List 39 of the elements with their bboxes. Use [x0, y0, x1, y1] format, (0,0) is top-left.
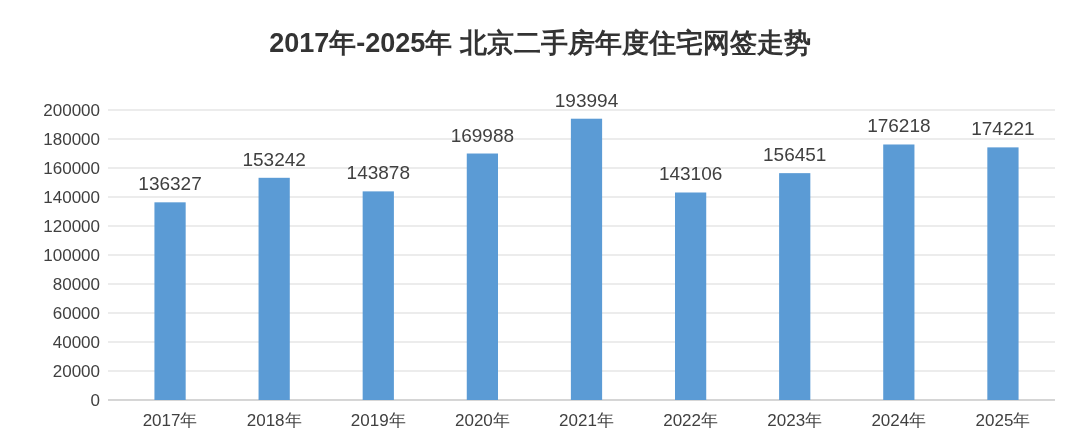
bar [987, 147, 1019, 400]
chart-title: 2017年-2025年 北京二手房年度住宅网签走势 [269, 28, 811, 58]
x-tick-label: 2018年 [246, 411, 302, 430]
data-label: 176218 [867, 115, 931, 137]
x-tick-label: 2025年 [975, 411, 1031, 430]
x-tick-label: 2021年 [559, 411, 614, 430]
data-label: 174221 [971, 118, 1035, 140]
y-tick-label: 140000 [43, 187, 100, 207]
y-tick-label: 180000 [43, 129, 100, 149]
x-tick-label: 2017年 [142, 411, 198, 430]
bar [779, 173, 811, 400]
y-tick-label: 80000 [52, 274, 100, 294]
data-label: 136327 [138, 173, 202, 195]
y-tick-label: 160000 [43, 158, 100, 178]
x-tick-label: 2022年 [663, 411, 719, 430]
data-label: 169988 [450, 124, 515, 146]
x-tick-label: 2019年 [350, 411, 406, 430]
x-tick-label: 2020年 [454, 411, 510, 430]
data-label: 153242 [242, 148, 306, 170]
data-label: 143106 [658, 163, 723, 185]
y-tick-label: 200000 [43, 100, 100, 120]
y-tick-label: 0 [90, 390, 100, 410]
bar [466, 153, 499, 400]
bar [570, 118, 603, 400]
bar [883, 144, 915, 400]
y-tick-label: 120000 [43, 216, 100, 236]
y-tick-label: 60000 [52, 303, 100, 323]
bar [674, 192, 707, 400]
x-tick-label: 2023年 [767, 411, 823, 430]
data-label: 156451 [763, 144, 827, 166]
data-label: 143878 [346, 162, 410, 184]
y-tick-label: 40000 [52, 332, 100, 352]
y-tick-label: 20000 [52, 361, 100, 381]
bar [362, 191, 394, 400]
y-tick-label: 100000 [43, 245, 100, 265]
data-label: 193994 [554, 89, 619, 111]
bar [154, 202, 186, 400]
x-tick-label: 2024年 [871, 411, 927, 430]
bar [258, 177, 290, 400]
